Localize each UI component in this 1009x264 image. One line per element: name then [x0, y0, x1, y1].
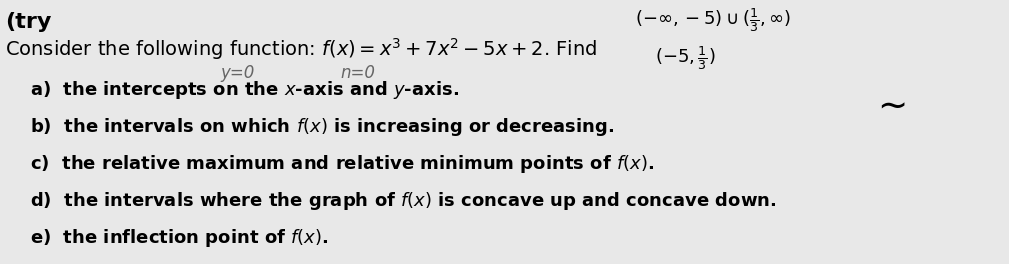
Text: $(-5, \frac{1}{3})$: $(-5, \frac{1}{3})$: [655, 44, 715, 72]
Text: c)  the relative maximum and relative minimum points of $f(x)$.: c) the relative maximum and relative min…: [30, 153, 654, 175]
Text: n=0: n=0: [340, 64, 375, 82]
Text: Consider the following function: $f(x) = x^3 + 7x^2 - 5x + 2$. Find: Consider the following function: $f(x) =…: [5, 36, 597, 62]
Text: e)  the inflection point of $f(x)$.: e) the inflection point of $f(x)$.: [30, 227, 329, 249]
Text: b)  the intervals on which $f(x)$ is increasing or decreasing.: b) the intervals on which $f(x)$ is incr…: [30, 116, 614, 138]
Text: (try: (try: [5, 12, 51, 32]
Text: $\sim$: $\sim$: [870, 89, 905, 123]
Text: d)  the intervals where the graph of $f(x)$ is concave up and concave down.: d) the intervals where the graph of $f(x…: [30, 190, 777, 212]
Text: y=0: y=0: [220, 64, 254, 82]
Text: a)  the intercepts on the $x$-axis and $y$-axis.: a) the intercepts on the $x$-axis and $y…: [30, 79, 459, 101]
Text: $(-\infty, -5) \cup (\frac{1}{3}, \infty)$: $(-\infty, -5) \cup (\frac{1}{3}, \infty…: [635, 6, 791, 34]
